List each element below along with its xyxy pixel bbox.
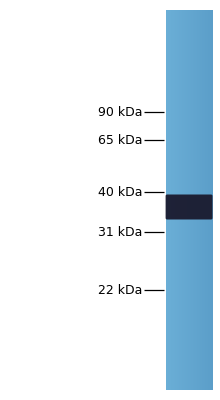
Bar: [211, 10, 212, 390]
Bar: [196, 10, 197, 390]
Bar: [187, 10, 189, 390]
Bar: [201, 10, 203, 390]
Bar: [200, 10, 201, 390]
Bar: [172, 10, 174, 390]
Bar: [195, 10, 196, 390]
Bar: [209, 10, 210, 390]
Bar: [179, 10, 180, 390]
Bar: [187, 10, 188, 390]
Bar: [184, 10, 185, 390]
Bar: [199, 10, 200, 390]
Bar: [207, 10, 209, 390]
Bar: [178, 10, 180, 390]
Bar: [185, 10, 187, 390]
Bar: [171, 10, 172, 390]
Bar: [171, 10, 173, 390]
Bar: [174, 10, 176, 390]
Bar: [198, 10, 200, 390]
Bar: [176, 10, 177, 390]
Bar: [167, 10, 168, 390]
Bar: [188, 10, 190, 390]
Bar: [205, 10, 206, 390]
Bar: [191, 10, 193, 390]
Bar: [186, 10, 187, 390]
Text: 40 kDa: 40 kDa: [98, 186, 142, 198]
Bar: [177, 10, 178, 390]
Text: 31 kDa: 31 kDa: [98, 226, 142, 238]
Bar: [170, 10, 171, 390]
Bar: [198, 10, 199, 390]
Bar: [184, 10, 186, 390]
Bar: [189, 10, 190, 390]
Bar: [211, 10, 213, 390]
Bar: [181, 10, 182, 390]
Bar: [173, 10, 174, 390]
Bar: [190, 10, 191, 390]
Bar: [204, 10, 206, 390]
Bar: [175, 10, 176, 390]
Bar: [204, 10, 205, 390]
Bar: [168, 10, 170, 390]
Bar: [183, 10, 184, 390]
Bar: [174, 10, 175, 390]
Bar: [178, 10, 179, 390]
Bar: [194, 10, 196, 390]
FancyBboxPatch shape: [166, 194, 213, 220]
Bar: [180, 10, 181, 390]
Bar: [193, 10, 194, 390]
Bar: [191, 10, 192, 390]
Bar: [207, 10, 208, 390]
Bar: [169, 10, 170, 390]
Text: 90 kDa: 90 kDa: [98, 106, 142, 118]
Bar: [192, 10, 193, 390]
Bar: [202, 10, 203, 390]
Bar: [166, 10, 167, 390]
Bar: [182, 10, 183, 390]
Bar: [208, 10, 209, 390]
Bar: [168, 10, 169, 390]
Bar: [194, 10, 195, 390]
Bar: [197, 10, 198, 390]
Bar: [182, 10, 183, 390]
Text: 22 kDa: 22 kDa: [98, 284, 142, 296]
Bar: [206, 10, 207, 390]
Bar: [203, 10, 204, 390]
Text: 65 kDa: 65 kDa: [98, 134, 142, 146]
Bar: [210, 10, 211, 390]
Bar: [200, 10, 202, 390]
